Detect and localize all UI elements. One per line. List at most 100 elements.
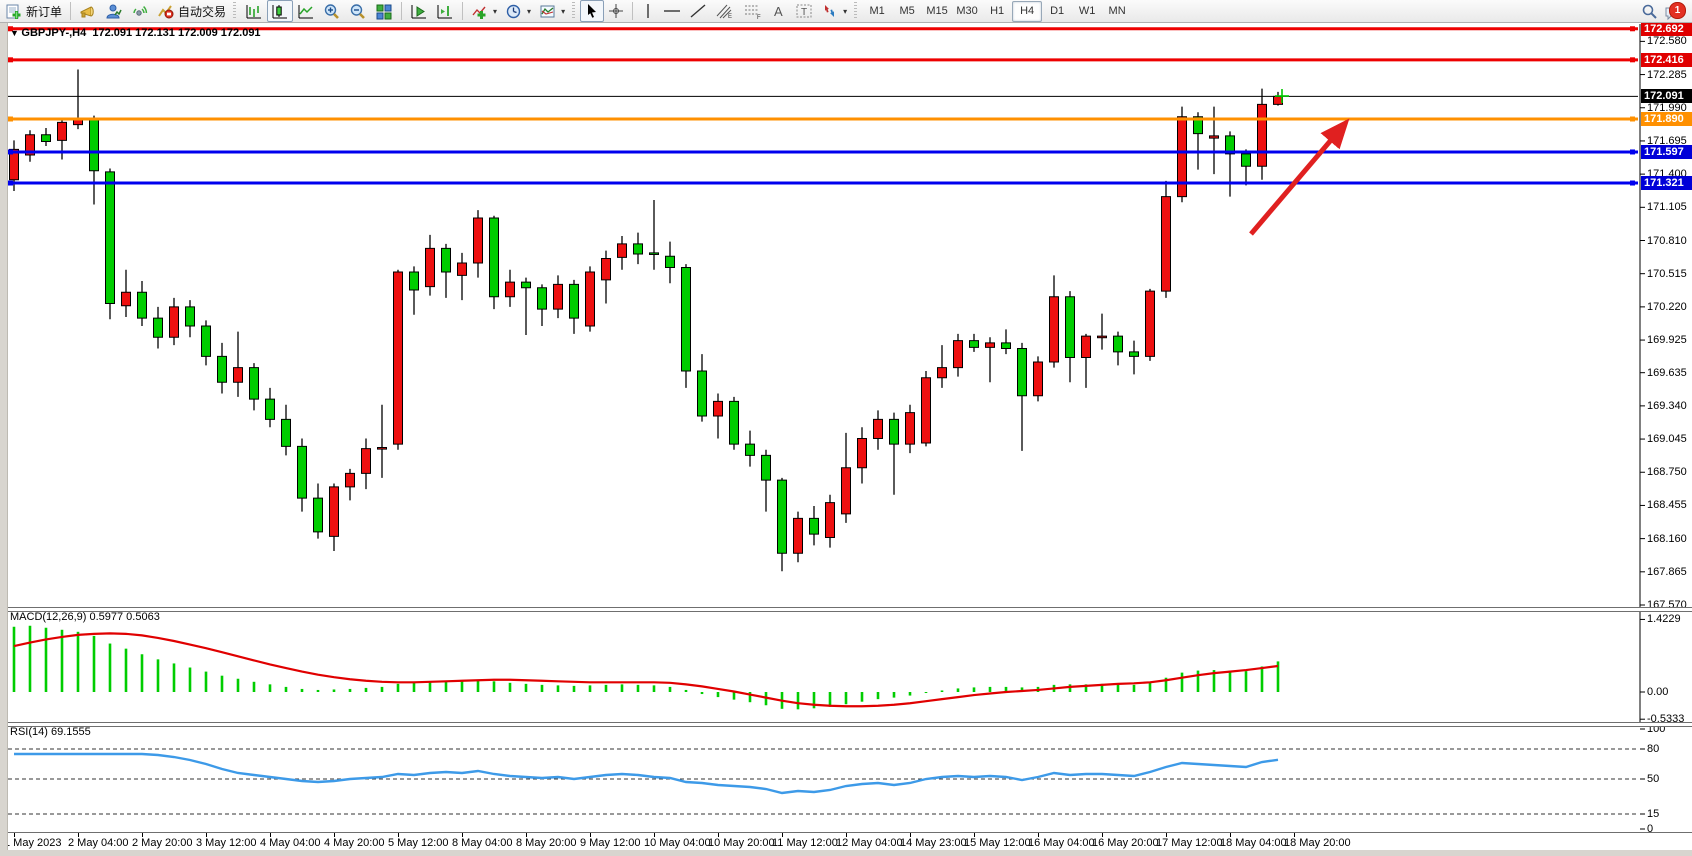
signals-icon (133, 5, 148, 16)
macd-panel-canvas[interactable] (0, 610, 1692, 723)
new-order-label: 新订单 (26, 4, 63, 19)
time-tick (462, 833, 463, 837)
templates-button[interactable]: ▾ (535, 0, 569, 22)
time-axis-label: 8 May 04:00 (452, 837, 513, 849)
axis-tick-label: 80 (1647, 743, 1660, 755)
horizontal-line-button[interactable] (659, 0, 685, 22)
axis-tick-label: 167.865 (1647, 565, 1687, 578)
community-icon (106, 4, 122, 18)
rsi-panel-canvas[interactable] (0, 725, 1692, 831)
time-axis-label: 18 May 04:00 (1220, 837, 1287, 849)
trendline-button[interactable] (685, 0, 711, 22)
notification-badge: 1 (1669, 1, 1686, 19)
svg-text:E: E (728, 14, 732, 19)
tf-w1-button[interactable]: W1 (1078, 5, 1096, 17)
toolbar-right: 1 (1641, 1, 1690, 21)
community-button[interactable] (101, 0, 127, 22)
tf-mn-button[interactable]: MN (1108, 5, 1126, 17)
separator (632, 2, 634, 20)
cursor-button[interactable] (580, 0, 605, 22)
megaphone-icon (80, 5, 94, 17)
line-chart-button[interactable] (293, 0, 319, 22)
autotrading-button[interactable]: 自动交易 (153, 0, 230, 22)
line-chart-icon (298, 4, 314, 18)
crosshair-button[interactable] (604, 0, 628, 22)
crosshair-icon (609, 4, 624, 18)
axis-tick-label: 170.810 (1647, 234, 1687, 247)
indicators-icon (472, 6, 486, 19)
time-axis-label: 18 May 20:00 (1284, 837, 1351, 849)
axis-tick-label: 0.00 (1647, 686, 1669, 698)
toolbar-grip (233, 2, 239, 20)
fibonacci-button[interactable]: F (739, 0, 767, 22)
time-tick (1230, 833, 1231, 837)
zoom-out-button[interactable] (345, 0, 371, 22)
tf-m5-button[interactable]: M5 (899, 5, 915, 17)
axis-tick-label: 170.220 (1647, 300, 1687, 313)
tf-h1-button[interactable]: H1 (990, 5, 1005, 17)
panel-separator[interactable] (0, 607, 1692, 612)
new-order-button[interactable]: 新订单 (2, 0, 66, 22)
time-tick (334, 833, 335, 837)
axis-tick-label: 168.750 (1647, 466, 1687, 479)
time-axis-label: 4 May 04:00 (260, 837, 321, 849)
candlestick-chart-button[interactable] (267, 0, 294, 22)
time-tick (1166, 833, 1167, 837)
periods-button[interactable]: ▾ (501, 0, 535, 22)
tile-windows-button[interactable] (371, 0, 397, 22)
toolbar-grip (854, 2, 860, 20)
periods-clock-icon (506, 4, 521, 18)
templates-icon (540, 5, 555, 17)
time-axis-label: 1 May 2023 (4, 837, 62, 849)
auto-scroll-icon (411, 4, 427, 18)
zoom-in-button[interactable] (319, 0, 345, 22)
search-icon[interactable] (1641, 3, 1658, 20)
candlestick-chart-icon (272, 4, 288, 18)
vertical-line-button[interactable] (637, 0, 659, 22)
price-badge: 171.890 (1641, 112, 1692, 126)
chevron-down-icon: ▾ (493, 6, 498, 16)
tf-m15-button[interactable]: M15 (926, 5, 948, 17)
chevron-down-icon: ▾ (561, 6, 566, 16)
time-tick (1102, 833, 1103, 837)
axis-tick-label: 0 (1647, 823, 1654, 835)
price-badge: 172.692 (1641, 21, 1692, 36)
auto-scroll-button[interactable] (406, 0, 432, 22)
text-button[interactable]: A (767, 0, 791, 22)
axis-tick-label: 169.635 (1647, 366, 1687, 379)
panel-separator[interactable] (0, 722, 1692, 727)
time-tick (974, 833, 975, 837)
tf-h4-button[interactable]: H4 (1012, 0, 1043, 22)
time-axis-label: 10 May 04:00 (644, 837, 711, 849)
bar-chart-button[interactable] (241, 0, 267, 22)
tf-m30-button[interactable]: M30 (956, 5, 978, 17)
axis-tick-label: 170.515 (1647, 267, 1687, 280)
equidistant-channel-icon: E (716, 4, 732, 19)
price-badge: 171.597 (1641, 144, 1692, 159)
svg-text:T: T (801, 7, 807, 18)
tf-m1-button[interactable]: M1 (869, 5, 885, 17)
time-tick (846, 833, 847, 837)
text-label-button[interactable]: T (791, 0, 817, 22)
zoom-in-icon (324, 3, 339, 19)
arrows-button[interactable]: ▾ (817, 0, 851, 22)
axis-tick-label: 172.580 (1647, 35, 1687, 48)
axis-tick-label: 168.455 (1647, 499, 1687, 512)
tf-d1-button[interactable]: D1 (1050, 5, 1065, 17)
signals-button[interactable] (127, 0, 153, 22)
price-chart-canvas[interactable] (0, 24, 1692, 607)
chart-shift-button[interactable] (432, 0, 458, 22)
indicators-button[interactable]: ▾ (467, 0, 501, 22)
axis-tick-label: 1.4229 (1647, 613, 1681, 626)
chart-title: ▼ GBPJPY-,H4 172.091 172.131 172.009 172… (10, 27, 261, 39)
symbol-dropdown-icon[interactable]: ▼ (10, 28, 22, 38)
text-icon: A (774, 4, 783, 19)
megaphone-button[interactable] (75, 0, 101, 22)
equidistant-channel-button[interactable]: E (711, 0, 739, 22)
notifications-button[interactable]: 1 (1664, 1, 1686, 21)
price-badge: 172.416 (1641, 52, 1692, 67)
zoom-out-icon (350, 3, 365, 19)
autotrading-icon (158, 4, 174, 18)
time-axis-label: 15 May 12:00 (964, 837, 1031, 849)
separator (401, 2, 403, 20)
